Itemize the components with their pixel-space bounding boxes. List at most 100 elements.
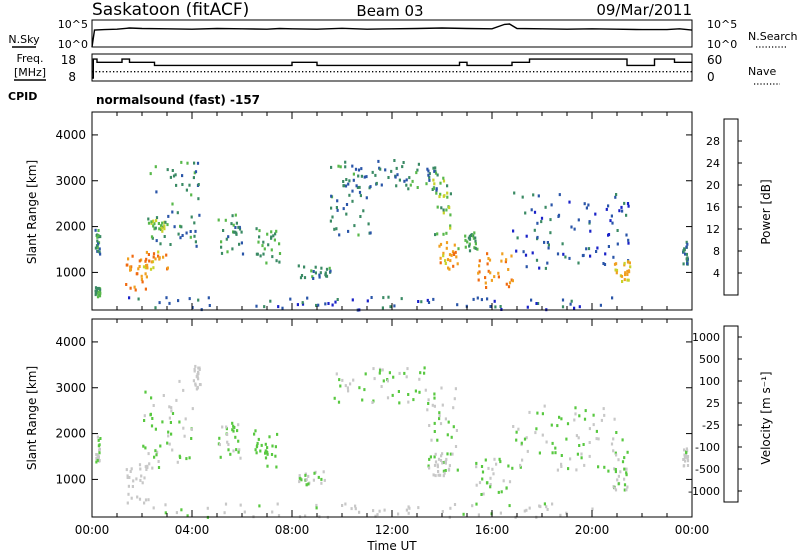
noise-tick-top-right: 10^5 xyxy=(707,18,737,31)
data-cell xyxy=(271,255,274,259)
data-cell xyxy=(446,258,450,262)
data-cell xyxy=(569,457,572,461)
data-cell xyxy=(197,298,200,302)
data-cell xyxy=(320,477,323,481)
data-cell xyxy=(220,251,224,255)
data-cell xyxy=(96,291,99,295)
data-cell xyxy=(614,468,617,471)
data-cell xyxy=(352,378,355,382)
data-cell xyxy=(576,452,579,456)
data-cell xyxy=(602,407,605,411)
data-cell xyxy=(510,278,513,282)
data-cell xyxy=(448,253,452,257)
data-cell xyxy=(431,403,434,407)
data-cell xyxy=(301,301,304,305)
data-cell xyxy=(484,458,487,462)
data-cell xyxy=(573,227,576,231)
data-cell xyxy=(466,240,469,244)
cpid-label: CPID xyxy=(8,90,37,103)
data-cell xyxy=(152,252,156,256)
data-cell xyxy=(335,372,338,376)
data-cell xyxy=(487,269,490,273)
data-cell xyxy=(314,265,317,269)
data-cell xyxy=(95,244,99,248)
data-cell xyxy=(439,473,442,477)
data-cell xyxy=(366,299,369,303)
data-cell xyxy=(189,230,192,233)
data-cell xyxy=(164,503,167,507)
data-cell xyxy=(338,378,341,382)
data-cell xyxy=(138,497,142,501)
data-cell xyxy=(328,266,331,270)
y-tick-label: 4000 xyxy=(55,335,86,349)
data-cell xyxy=(342,207,345,211)
data-cell xyxy=(159,224,163,228)
data-cell xyxy=(226,440,229,444)
data-cell xyxy=(425,182,428,186)
colorbar-tick-label: 25 xyxy=(706,397,720,410)
data-cell xyxy=(500,490,503,494)
data-cell xyxy=(227,443,230,446)
data-cell xyxy=(613,417,616,421)
data-cell xyxy=(323,478,326,482)
data-cell xyxy=(383,508,386,512)
data-cell xyxy=(438,411,441,415)
data-cell xyxy=(144,498,148,502)
velocity-panel: 1000 2000 3000 4000 00:00 04:00 08:00 12:00 16:… xyxy=(25,318,710,553)
data-cell xyxy=(477,278,480,282)
data-cell xyxy=(273,238,276,242)
data-cell xyxy=(535,302,538,305)
data-cell xyxy=(447,467,451,471)
data-cell xyxy=(440,206,443,210)
data-cell xyxy=(612,255,615,259)
data-cell xyxy=(254,448,257,452)
data-cell xyxy=(97,242,100,246)
data-cell xyxy=(157,250,160,254)
data-cell xyxy=(197,377,200,381)
data-cell xyxy=(623,467,626,471)
colorbar-tick-label: 4 xyxy=(713,267,720,280)
data-cell xyxy=(363,175,366,179)
data-cell xyxy=(161,221,164,225)
data-cell xyxy=(188,183,191,187)
data-cell xyxy=(258,229,261,233)
data-cell xyxy=(163,224,166,228)
data-cell xyxy=(185,188,188,192)
data-cell xyxy=(147,217,150,221)
data-cell xyxy=(341,504,344,507)
data-cell xyxy=(541,433,544,437)
data-cell xyxy=(505,258,508,262)
data-cell xyxy=(145,257,148,261)
data-cell xyxy=(388,371,391,375)
data-cell xyxy=(155,453,158,457)
data-cell xyxy=(372,509,375,513)
data-cell xyxy=(550,203,553,207)
beam-title: Beam 03 xyxy=(356,2,423,20)
data-cell xyxy=(226,433,229,436)
data-cell xyxy=(475,502,478,506)
data-cell xyxy=(165,253,168,257)
data-cell xyxy=(126,476,129,479)
x-tick-label: 00:00 xyxy=(675,523,710,537)
data-cell xyxy=(346,386,349,390)
data-cell xyxy=(532,193,535,197)
data-cell xyxy=(452,425,455,429)
data-cell xyxy=(171,412,175,415)
data-cell xyxy=(684,252,687,256)
data-cell xyxy=(168,442,171,446)
data-cell xyxy=(135,477,138,481)
data-cell xyxy=(324,271,327,275)
data-cell xyxy=(256,444,259,448)
data-cell xyxy=(158,227,161,231)
data-cell xyxy=(428,175,431,179)
data-cell xyxy=(265,450,268,454)
data-cell xyxy=(130,496,133,500)
data-cell xyxy=(393,159,396,162)
data-cell xyxy=(268,435,271,439)
data-cell xyxy=(455,255,458,259)
data-cell xyxy=(181,183,184,186)
data-cell xyxy=(623,456,626,460)
data-cell xyxy=(464,234,467,238)
data-cell xyxy=(141,280,144,284)
data-cell xyxy=(436,438,439,442)
